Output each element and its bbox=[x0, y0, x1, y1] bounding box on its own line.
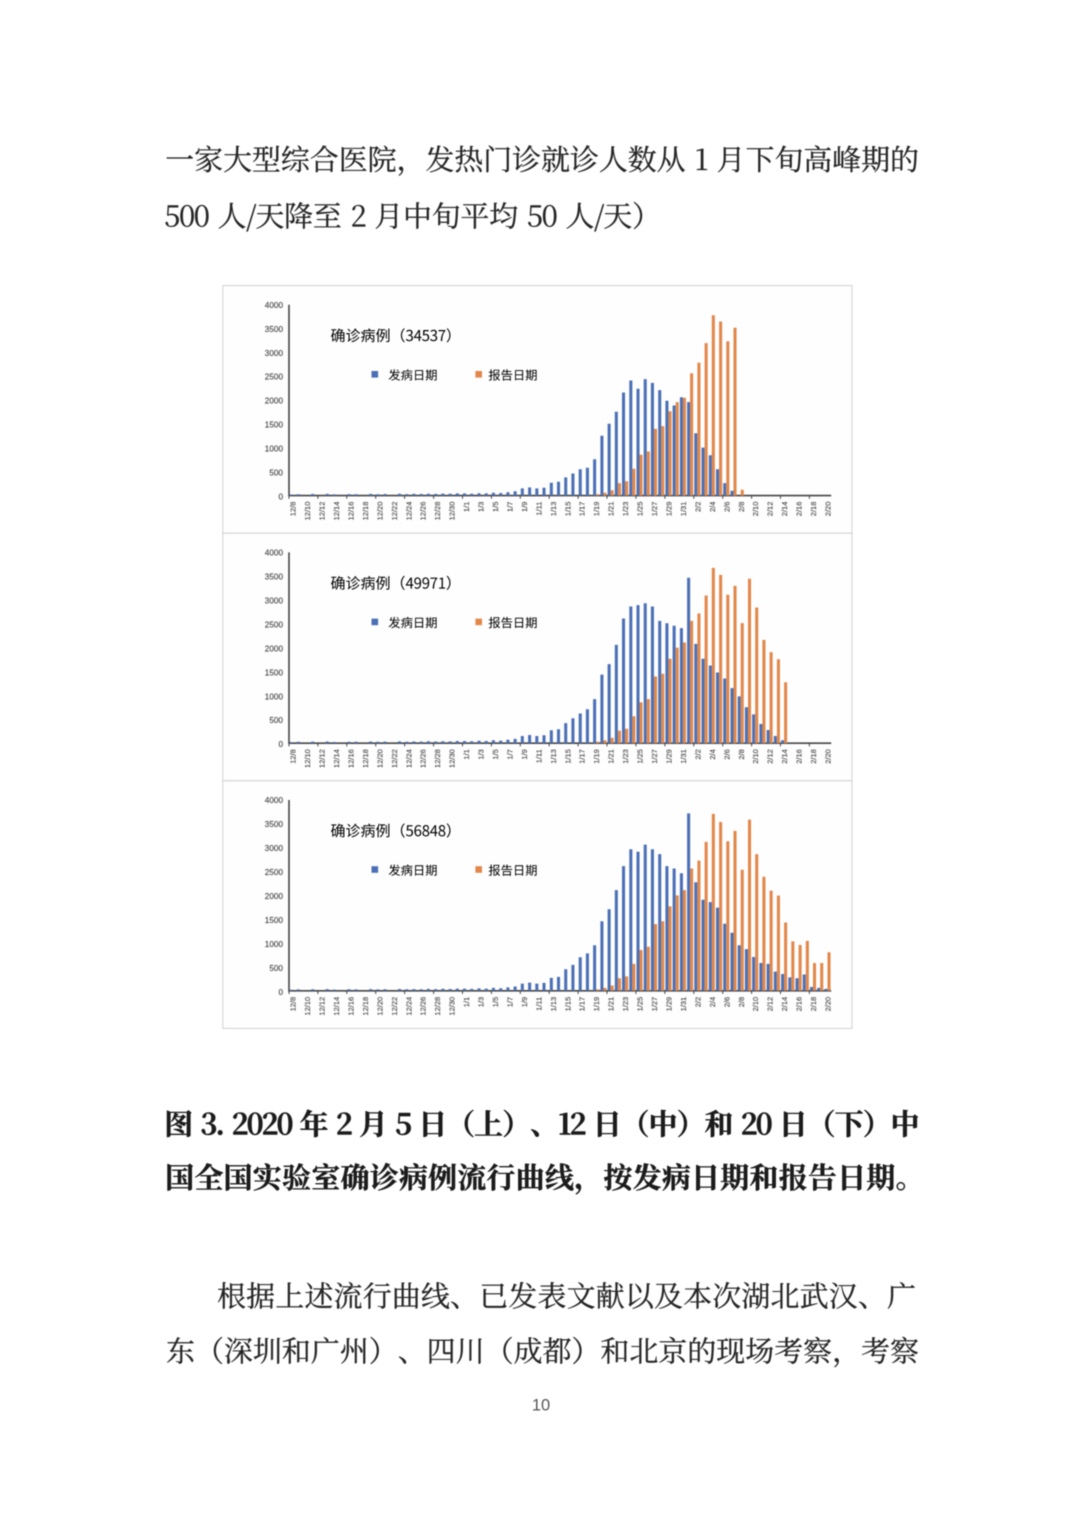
svg-text:10: 10 bbox=[532, 1397, 550, 1415]
